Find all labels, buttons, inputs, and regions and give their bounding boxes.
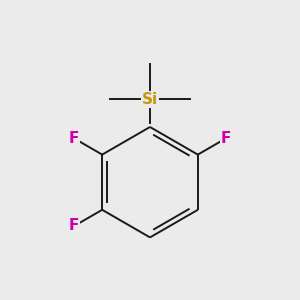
Text: F: F xyxy=(69,131,80,146)
Text: Si: Si xyxy=(142,92,158,107)
Text: F: F xyxy=(220,131,231,146)
Text: F: F xyxy=(69,218,80,233)
